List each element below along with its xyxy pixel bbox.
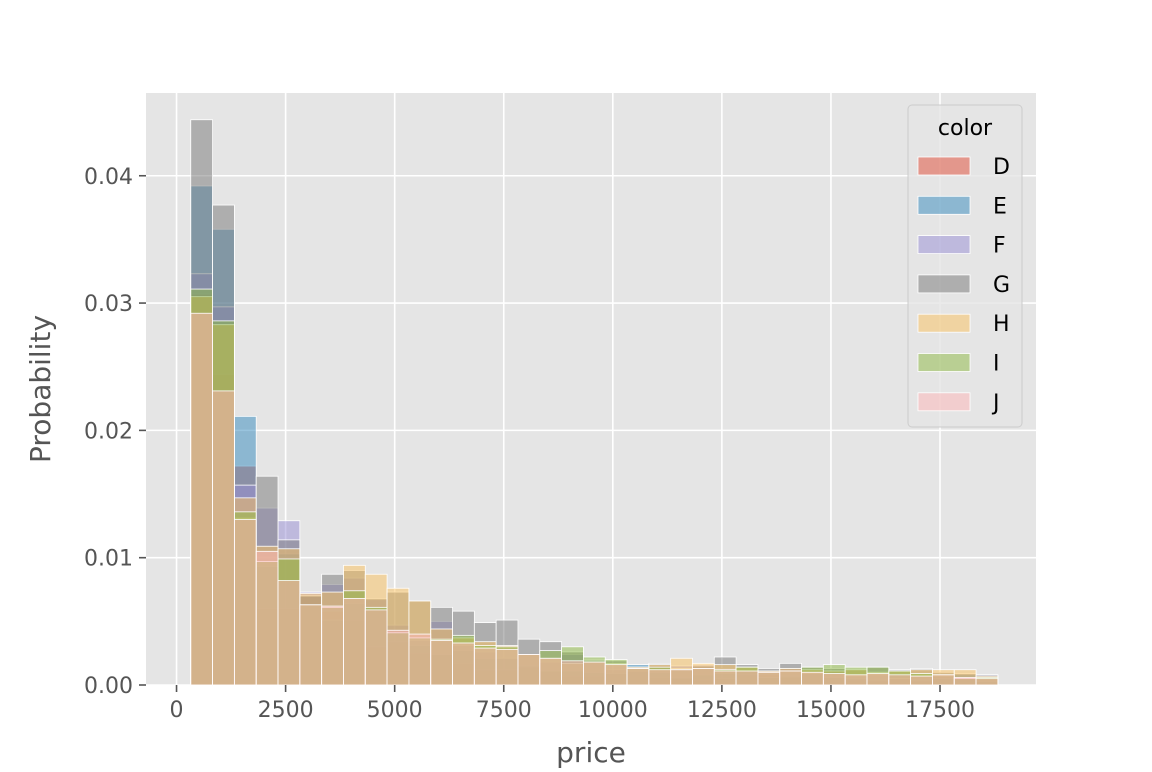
bar-J-3 xyxy=(255,550,279,686)
series-J xyxy=(190,312,999,686)
bar-J-32 xyxy=(888,674,912,686)
legend-label-G: G xyxy=(993,273,1010,298)
bar-J-18 xyxy=(583,661,606,686)
legend-label-E: E xyxy=(993,194,1007,219)
bar-J-9 xyxy=(386,629,410,686)
x-axis-ticks: 0 2500 5000 7500 10000 12500 15000 17500 xyxy=(170,685,975,723)
bar-J-1 xyxy=(212,390,235,686)
bar-J-4 xyxy=(277,580,301,686)
x-tick-label: 17500 xyxy=(905,698,975,723)
legend-label-H: H xyxy=(993,312,1010,337)
bar-J-24 xyxy=(713,670,737,686)
x-tick-label: 15000 xyxy=(796,698,866,723)
bar-J-33 xyxy=(910,675,933,686)
bar-J-22 xyxy=(670,669,693,686)
bar-J-10 xyxy=(408,633,432,686)
bar-J-20 xyxy=(626,668,650,686)
bar-J-25 xyxy=(735,670,759,686)
legend-box xyxy=(907,104,1023,428)
bar-J-26 xyxy=(757,671,781,686)
bar-J-8 xyxy=(364,609,388,686)
legend-label-I: I xyxy=(993,352,1000,377)
bar-J-34 xyxy=(932,674,955,686)
x-tick-label: 10000 xyxy=(578,698,648,723)
y-tick-label: 0.04 xyxy=(84,165,133,190)
bar-J-16 xyxy=(539,657,562,686)
x-tick-label: 0 xyxy=(170,698,184,723)
bar-J-14 xyxy=(495,648,519,686)
bar-J-19 xyxy=(604,664,628,686)
bar-J-15 xyxy=(517,654,541,686)
bar-J-6 xyxy=(321,605,344,686)
bar-J-28 xyxy=(801,671,824,686)
y-tick-label: 0.00 xyxy=(84,674,133,699)
y-tick-label: 0.02 xyxy=(84,419,133,444)
y-axis-ticks: 0.00 0.01 0.02 0.03 0.04 xyxy=(84,165,146,699)
legend-swatch-I xyxy=(917,353,971,372)
bar-J-7 xyxy=(343,598,366,686)
bar-J-21 xyxy=(648,669,672,686)
legend-swatch-J xyxy=(917,392,971,412)
bar-J-30 xyxy=(844,674,868,686)
bar-J-13 xyxy=(473,647,497,686)
bar-J-2 xyxy=(233,519,257,686)
bar-J-31 xyxy=(866,673,890,686)
bar-J-17 xyxy=(561,660,584,686)
legend-label-D: D xyxy=(993,155,1010,180)
bar-J-27 xyxy=(779,670,802,686)
x-tick-label: 2500 xyxy=(258,698,314,723)
bar-J-0 xyxy=(190,312,213,686)
legend-swatch-E xyxy=(917,195,971,215)
y-tick-label: 0.01 xyxy=(84,547,133,572)
x-tick-label: 12500 xyxy=(687,698,757,723)
x-tick-label: 5000 xyxy=(367,698,423,723)
legend-swatch-D xyxy=(917,156,971,176)
bar-J-5 xyxy=(299,604,323,686)
bar-J-29 xyxy=(822,673,846,686)
legend-swatch-G xyxy=(917,274,971,294)
bar-J-36 xyxy=(975,678,999,686)
x-axis-label: price xyxy=(556,736,626,768)
legend-label-F: F xyxy=(993,234,1006,259)
y-axis-label: Probability xyxy=(24,315,57,463)
y-tick-label: 0.03 xyxy=(84,292,133,317)
histogram-bars xyxy=(190,119,999,686)
bar-J-12 xyxy=(452,642,475,686)
legend-swatch-F xyxy=(917,235,971,255)
legend-label-J: J xyxy=(991,391,1000,416)
legend-swatch-H xyxy=(917,313,971,333)
legend-title: color xyxy=(938,116,993,141)
bar-J-11 xyxy=(430,640,453,686)
bar-J-23 xyxy=(692,668,715,686)
bar-J-35 xyxy=(953,676,977,686)
x-tick-label: 7500 xyxy=(476,698,532,723)
